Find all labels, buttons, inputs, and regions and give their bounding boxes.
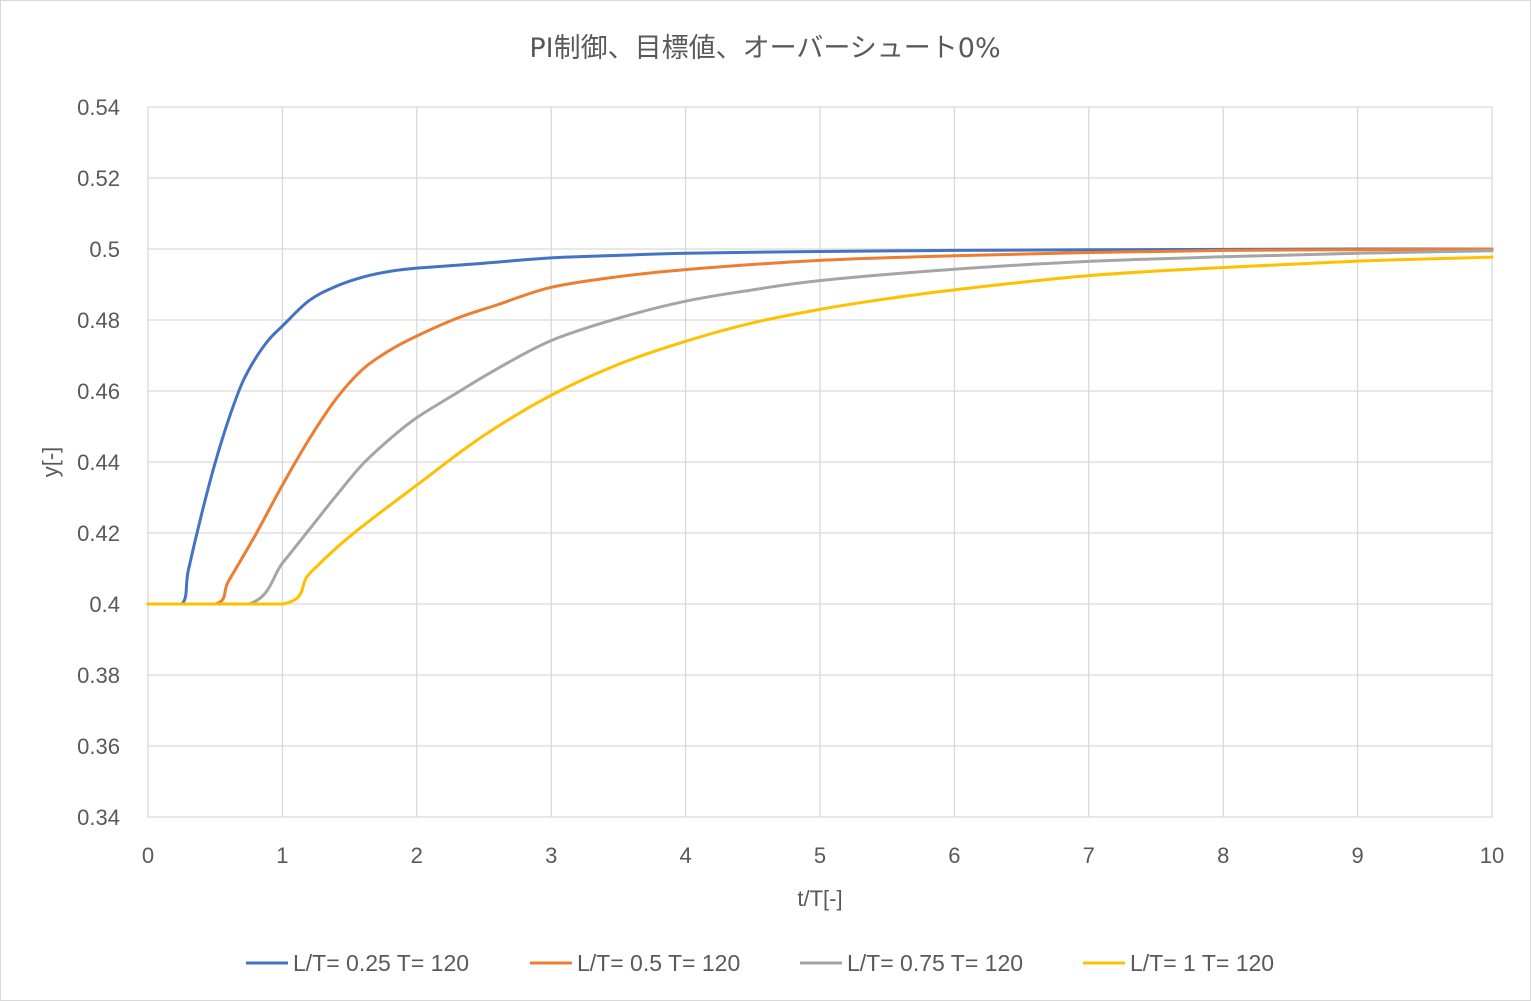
y-tick-label: 0.44 bbox=[77, 450, 120, 475]
series-lines bbox=[146, 247, 1494, 606]
y-tick-label: 0.4 bbox=[89, 592, 120, 617]
legend-label-1: L/T= 0.25 T= 120 bbox=[293, 950, 469, 976]
series-line-2 bbox=[146, 247, 1494, 606]
y-tick-label: 0.46 bbox=[77, 379, 120, 404]
legend-label-3: L/T= 0.75 T= 120 bbox=[847, 950, 1023, 976]
y-tick-label: 0.38 bbox=[77, 663, 120, 688]
x-tick-label: 3 bbox=[545, 843, 557, 868]
x-tick-label: 9 bbox=[1351, 843, 1363, 868]
x-tick-label: 10 bbox=[1480, 843, 1504, 868]
y-tick-label: 0.34 bbox=[77, 805, 120, 830]
x-tick-label: 6 bbox=[948, 843, 960, 868]
y-tick-label: 0.36 bbox=[77, 734, 120, 759]
legend-label-2: L/T= 0.5 T= 120 bbox=[577, 950, 740, 976]
x-axis-ticks: 0 1 2 3 4 5 6 7 8 9 10 bbox=[142, 843, 1504, 868]
x-tick-label: 0 bbox=[142, 843, 154, 868]
x-tick-label: 7 bbox=[1083, 843, 1095, 868]
y-tick-label: 0.42 bbox=[77, 521, 120, 546]
x-tick-label: 1 bbox=[276, 843, 288, 868]
series-line-1 bbox=[146, 247, 1494, 606]
y-axis-title: y[-] bbox=[38, 447, 63, 478]
x-tick-label: 5 bbox=[814, 843, 826, 868]
chart-title: PI制御、目標値、オーバーシュート0% bbox=[529, 33, 1000, 64]
y-tick-label: 0.5 bbox=[89, 237, 120, 262]
x-tick-label: 2 bbox=[411, 843, 423, 868]
y-tick-label: 0.48 bbox=[77, 308, 120, 333]
gridlines bbox=[147, 106, 1493, 818]
series-line-3 bbox=[146, 249, 1494, 606]
y-tick-label: 0.52 bbox=[77, 166, 120, 191]
x-tick-label: 8 bbox=[1217, 843, 1229, 868]
x-tick-label: 4 bbox=[679, 843, 691, 868]
x-axis-title: t/T[-] bbox=[797, 886, 842, 911]
y-tick-label: 0.54 bbox=[77, 95, 120, 120]
legend: L/T= 0.25 T= 120 L/T= 0.5 T= 120 L/T= 0.75… bbox=[246, 950, 1274, 976]
series-line-4 bbox=[146, 255, 1494, 606]
legend-label-4: L/T= 1 T= 120 bbox=[1130, 950, 1274, 976]
y-axis-ticks: 0.34 0.36 0.38 0.4 0.42 0.44 0.46 0.48 0.5 0.52 0.… bbox=[77, 95, 120, 830]
